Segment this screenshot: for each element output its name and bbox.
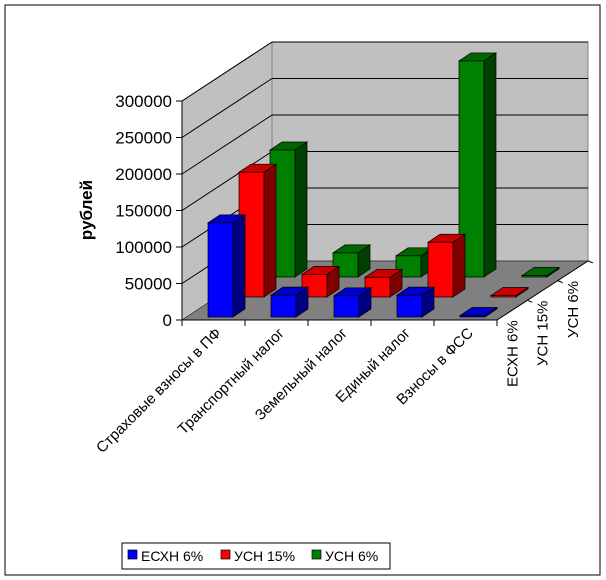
depth-axis-line: [496, 260, 589, 321]
bar: [269, 286, 310, 318]
legend-label: ЕСХН 6%: [141, 548, 203, 564]
depth-tick: [557, 280, 563, 284]
bar-front: [207, 222, 234, 318]
y-axis-title: рублей: [77, 180, 96, 240]
bar-front: [521, 275, 548, 278]
legend-swatch: [127, 549, 138, 560]
legend: ЕСХН 6% УСН 15% УСН 6%: [121, 542, 391, 570]
bar: [363, 268, 404, 298]
bar: [489, 286, 530, 298]
legend-label: УСН 15%: [234, 548, 295, 564]
bar-side: [483, 52, 497, 278]
depth-tick: [587, 260, 594, 264]
bar: [520, 266, 561, 278]
bar-front: [270, 294, 297, 318]
y-tick-label: 0: [163, 311, 172, 330]
bar: [332, 287, 373, 318]
bar-side: [294, 141, 308, 278]
legend-swatch: [220, 549, 231, 560]
bar-front: [459, 315, 486, 318]
y-tick-label: 50000: [125, 275, 172, 294]
gridline-side: [181, 114, 273, 175]
depth-tick: [527, 299, 533, 303]
legend-label: УСН 6%: [325, 548, 378, 564]
bar-front: [333, 295, 360, 318]
series-axis-label: УСН 15%: [535, 301, 552, 366]
bar: [206, 214, 247, 318]
y-tick-label: 150000: [115, 202, 172, 221]
bar-front: [396, 294, 423, 318]
gridline-side: [181, 151, 273, 211]
y-tick-label: 200000: [115, 165, 172, 184]
bar-side: [452, 233, 466, 298]
bar: [458, 306, 499, 318]
bar-front: [490, 295, 517, 298]
gridline-side: [181, 41, 273, 102]
legend-swatch: [311, 549, 322, 560]
y-tick-label: 250000: [115, 129, 172, 148]
gridline-side: [181, 78, 273, 138]
series-axis-label: УСН 6%: [565, 281, 582, 338]
y-tick-label: 300000: [115, 92, 172, 111]
bar-side: [232, 214, 246, 318]
bar: [395, 286, 436, 318]
bar-side: [263, 163, 277, 298]
y-tick-label: 100000: [115, 238, 172, 257]
series-axis-label: ЕСХН 6%: [504, 320, 521, 387]
